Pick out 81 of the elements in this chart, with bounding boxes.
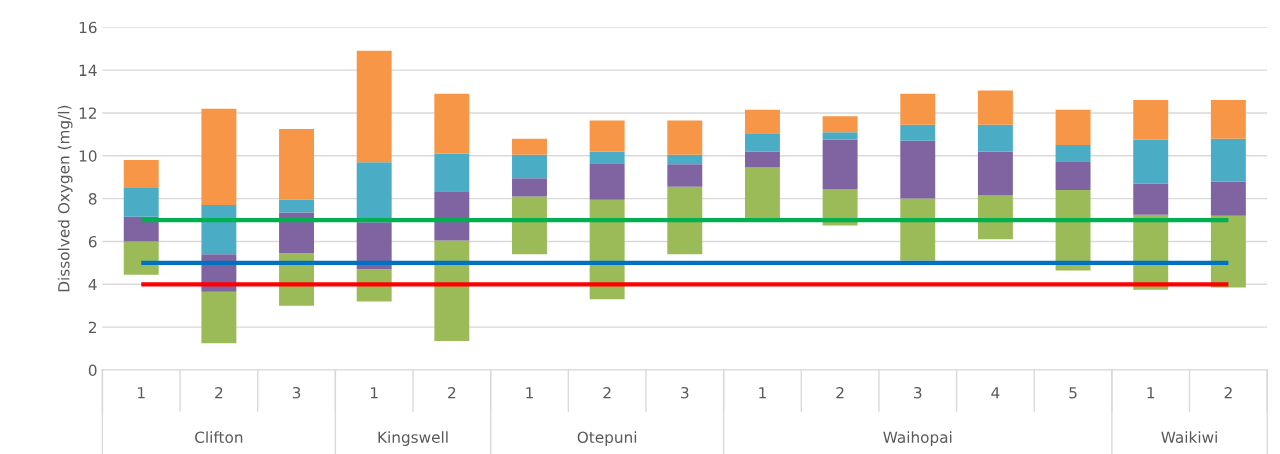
x-tick-label: 1: [138, 387, 145, 399]
bar: [589, 151, 625, 164]
bar: [977, 90, 1013, 125]
bar: [744, 133, 780, 152]
bar: [977, 151, 1013, 196]
y-tick-label: 4: [88, 278, 97, 291]
bar: [512, 196, 547, 255]
x-tick-label: 1: [526, 387, 533, 399]
bar: [434, 240, 470, 342]
bar: [822, 139, 858, 189]
bar: [667, 120, 703, 155]
bar: [977, 195, 1013, 240]
y-tick-label: 10: [79, 150, 97, 162]
bar: [900, 124, 936, 141]
bar: [1210, 181, 1246, 216]
x-tick-label: 2: [603, 386, 611, 399]
x-tick-label: 2: [836, 386, 844, 399]
y-tick-label: 8: [88, 193, 97, 205]
y-tick-label: 12: [79, 107, 97, 119]
bar: [1055, 190, 1091, 271]
text: Waikiwi: [1161, 431, 1217, 443]
bar: [1133, 183, 1169, 215]
text: Kingswell: [378, 431, 448, 446]
bar: [667, 154, 703, 165]
bar: [434, 153, 470, 192]
bar: [512, 178, 547, 197]
y-tick-label: 6: [88, 235, 97, 248]
bar: [667, 186, 703, 255]
bar: [123, 241, 159, 275]
bar: [1055, 145, 1091, 162]
bar: [900, 140, 936, 199]
bar: [900, 198, 936, 261]
bar: [822, 132, 858, 140]
x-tick-label: 1: [759, 387, 766, 399]
y-tick-label: 14: [79, 64, 97, 76]
bar: [201, 291, 237, 344]
bar: [744, 109, 780, 134]
x-tick-label: 1: [1147, 387, 1155, 399]
x-tick-label: 5: [1069, 387, 1077, 399]
bar: [589, 163, 625, 200]
x-tick-label: 2: [448, 386, 456, 399]
y-tick-label: 2: [88, 321, 97, 333]
x-tick-label: 3: [914, 386, 922, 399]
bar: [434, 93, 470, 154]
bar: [744, 167, 780, 221]
bar: [1133, 139, 1169, 184]
text: Waihopai: [883, 431, 952, 446]
bar: [123, 187, 159, 217]
x-tick-label: 2: [215, 386, 223, 399]
bar: [123, 160, 159, 188]
bar: [900, 93, 936, 125]
bar: [1210, 215, 1246, 288]
text: Otepuni: [577, 431, 637, 446]
bar: [822, 116, 858, 133]
bar: [356, 222, 392, 270]
y-tick-label: 16: [79, 21, 97, 34]
x-tick-label: 3: [681, 386, 689, 399]
bar: [589, 120, 625, 152]
bar: [201, 108, 237, 206]
bar: [356, 50, 392, 163]
x-tick-label: 3: [292, 386, 301, 399]
bar: [1210, 100, 1246, 139]
bar: [434, 191, 470, 241]
bar: [977, 124, 1013, 152]
bar: [1055, 161, 1091, 191]
bar: [1133, 100, 1169, 140]
x-tick-label: 4: [991, 387, 1000, 399]
text: Clifton: [195, 431, 243, 443]
bar: [512, 138, 547, 155]
bar: [279, 129, 315, 200]
y-tick-label: 0: [88, 364, 97, 377]
x-tick-label: 2: [1224, 386, 1232, 399]
bar: [1055, 109, 1091, 146]
y-axis-title: Dissolved Oxygen (mg/l): [57, 105, 73, 292]
bar: [1210, 138, 1246, 182]
bar: [667, 164, 703, 187]
bar: [512, 154, 547, 179]
bar: [279, 199, 315, 213]
bar: [201, 205, 237, 255]
bar: [744, 151, 780, 168]
x-tick-label: 1: [371, 387, 378, 399]
